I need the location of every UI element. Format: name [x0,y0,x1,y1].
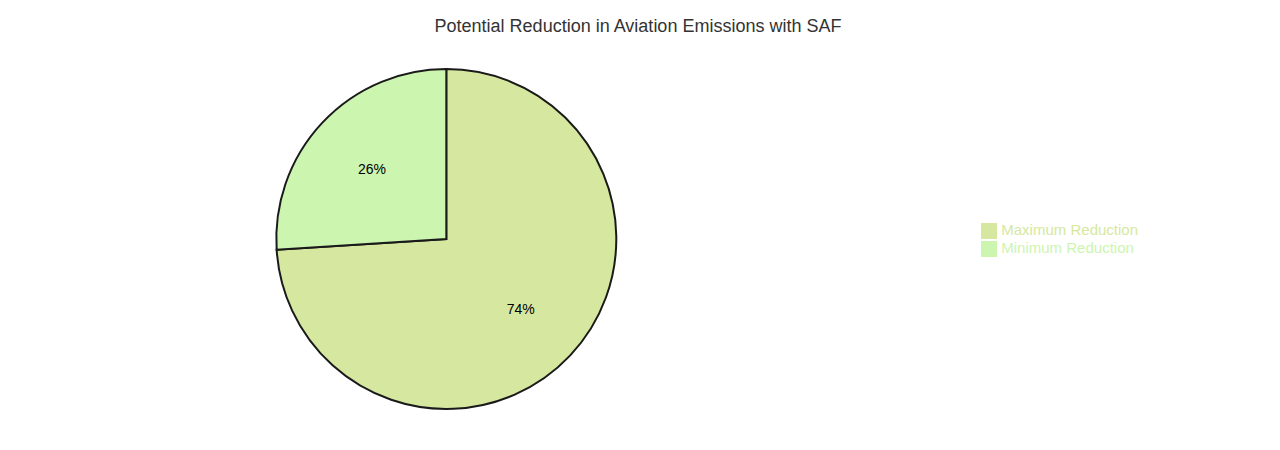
html-text:Minimum Reduction: Minimum Reduction [1001,239,1134,256]
html-text:Maximum Reduction: Maximum Reduction [1001,221,1138,238]
svg-text:26%: 26% [358,161,386,177]
svg-text:74%: 74% [507,301,535,317]
html-text:Potential Reduction in Aviatio: Potential Reduction in Aviation Emission… [434,16,842,36]
